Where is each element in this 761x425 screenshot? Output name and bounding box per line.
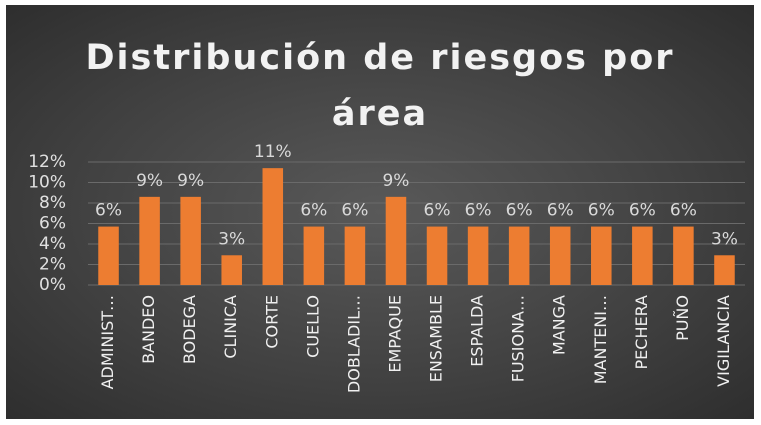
x-tick-label: ESPALDA	[468, 295, 487, 367]
x-tick-label: PUÑO	[673, 295, 692, 341]
y-tick-label: 4%	[39, 234, 66, 254]
x-tick-label: BANDEO	[139, 295, 158, 364]
chart-title: Distribución de riesgos por área	[85, 38, 675, 134]
bar	[426, 226, 448, 285]
bar	[221, 255, 242, 285]
y-tick-label: 12%	[28, 152, 66, 172]
bar	[139, 196, 160, 285]
bar	[549, 226, 571, 285]
y-tick-label: 0%	[39, 275, 66, 295]
data-label: 6%	[588, 201, 615, 221]
x-tick-label: MANTENI…	[591, 295, 610, 384]
bar	[385, 196, 407, 285]
x-tick-label: VIGILANCIA	[714, 295, 733, 387]
data-label: 6%	[670, 201, 697, 221]
data-label: 6%	[465, 201, 492, 221]
data-label: 6%	[506, 201, 533, 221]
bar	[714, 255, 735, 285]
x-tick-label: ADMINIST…	[98, 295, 117, 389]
bar	[591, 226, 612, 285]
x-tick-label: CLINICA	[221, 295, 240, 359]
bar	[467, 226, 489, 285]
x-tick-label: CUELLO	[303, 295, 322, 358]
y-tick-label: 10%	[28, 173, 66, 193]
x-tick-label: MANGA	[550, 295, 569, 355]
data-label: 3%	[218, 229, 245, 249]
bar	[303, 226, 325, 285]
chart-background	[6, 5, 754, 419]
y-tick-label: 2%	[39, 255, 66, 275]
data-label: 9%	[136, 171, 163, 191]
data-label: 9%	[382, 171, 409, 191]
x-tick-label: ENSAMBLE	[427, 295, 446, 382]
data-label: 3%	[711, 229, 738, 249]
data-label: 6%	[95, 201, 122, 221]
bar	[262, 168, 284, 285]
y-tick-label: 6%	[39, 214, 66, 234]
data-label: 6%	[341, 201, 368, 221]
bar	[632, 226, 653, 285]
bar	[508, 226, 530, 285]
x-tick-label: DOBLADIL…	[344, 295, 363, 393]
data-label: 6%	[547, 201, 574, 221]
x-tick-label: FUSIONA…	[509, 295, 528, 382]
x-tick-label: EMPAQUE	[385, 295, 404, 373]
data-label: 11%	[254, 142, 292, 162]
y-tick-label: 8%	[39, 193, 66, 213]
bar	[344, 226, 366, 285]
bar	[98, 226, 119, 285]
data-label: 6%	[300, 201, 327, 221]
x-tick-label: PECHERA	[632, 295, 651, 370]
x-tick-label: CORTE	[262, 295, 281, 349]
bar	[180, 196, 201, 285]
data-label: 6%	[424, 201, 451, 221]
x-tick-label: BODEGA	[180, 295, 199, 364]
data-label: 9%	[177, 171, 204, 191]
data-label: 6%	[629, 201, 656, 221]
bar	[673, 226, 694, 285]
